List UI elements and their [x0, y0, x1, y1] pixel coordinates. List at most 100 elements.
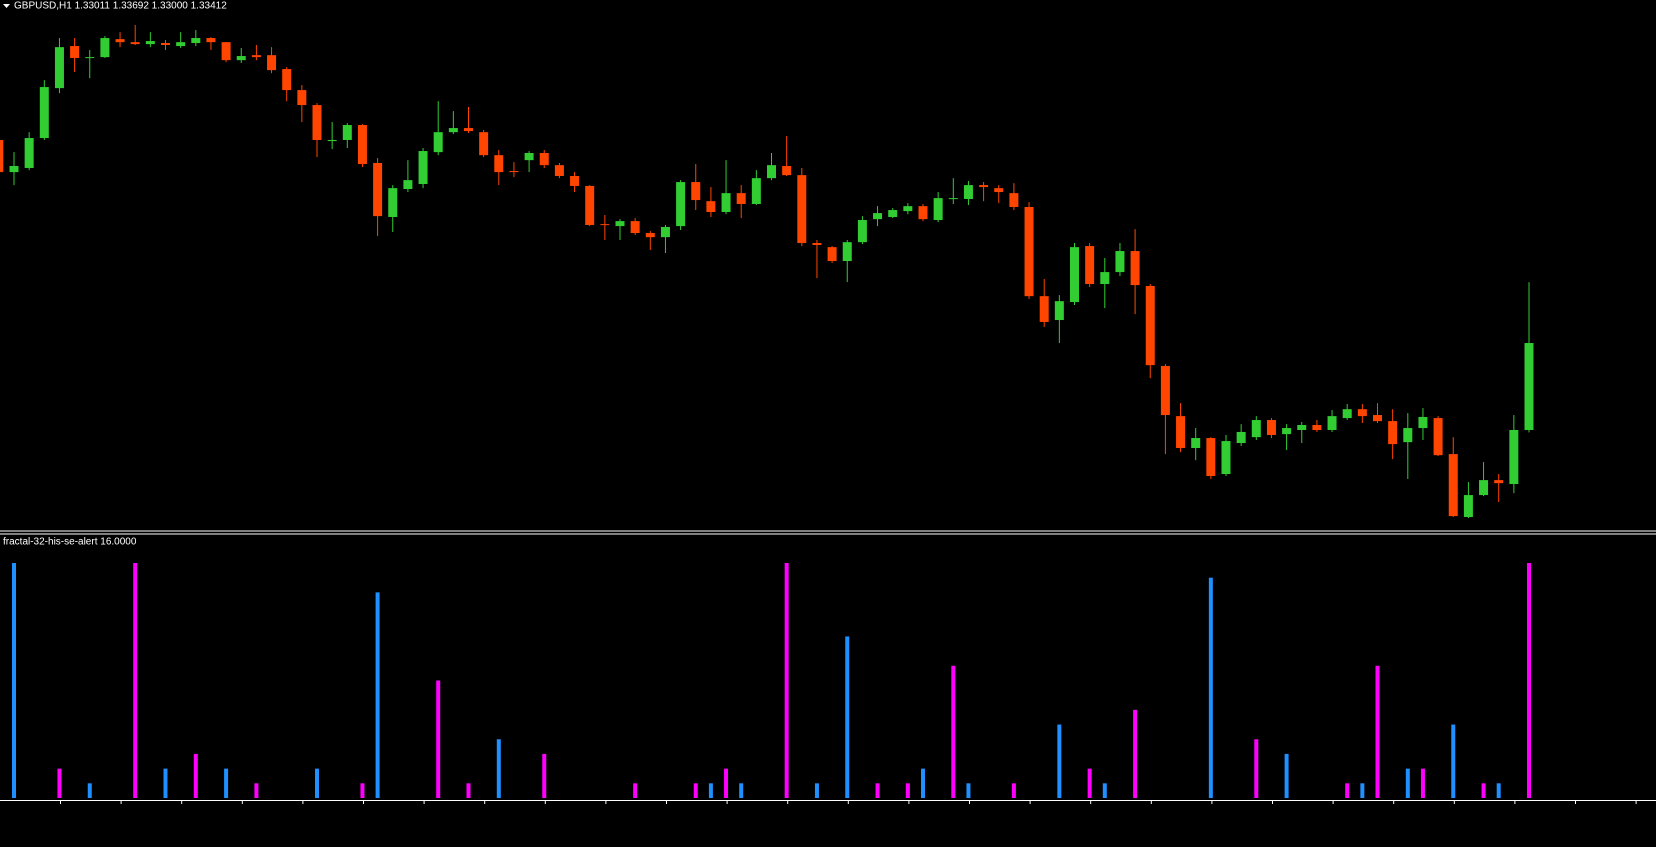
histogram-bar: [1405, 768, 1410, 798]
histogram-bar: [1208, 577, 1213, 798]
candle-body: [206, 38, 216, 43]
histogram-bar: [315, 768, 319, 798]
candle-body: [782, 166, 792, 176]
candle-body: [373, 162, 383, 217]
candle-body: [1039, 296, 1049, 322]
histogram-bar: [1133, 709, 1138, 798]
candle-body: [1463, 495, 1473, 517]
candle-body: [1494, 480, 1504, 484]
candle-body: [1342, 409, 1352, 419]
histogram-bar: [1375, 665, 1380, 798]
candle-body: [70, 46, 80, 58]
candle-body: [1160, 366, 1170, 416]
candle-body: [115, 39, 125, 43]
candle-body: [600, 224, 610, 226]
candle-body: [24, 138, 34, 168]
candle-body: [1024, 207, 1034, 297]
candle-body: [1388, 421, 1398, 445]
candle-body: [645, 233, 655, 238]
candle-body: [1145, 285, 1155, 366]
candle-body: [388, 188, 398, 217]
candle-body: [554, 165, 564, 176]
candle-body: [524, 152, 534, 161]
histogram-bar: [1481, 783, 1486, 798]
candle-body: [979, 185, 989, 188]
indicator-title: fractal-32-his-se-alert 16.0000: [3, 537, 137, 548]
histogram-bar: [1451, 724, 1456, 798]
candle-body: [54, 47, 64, 89]
candle-body: [1085, 246, 1095, 285]
candle-body: [145, 41, 155, 45]
candle-body: [494, 155, 504, 173]
histogram-bar: [1360, 783, 1365, 798]
candle-body: [0, 139, 4, 173]
candle-body: [676, 182, 686, 227]
histogram-bar: [1102, 783, 1107, 798]
candle-body: [357, 125, 367, 165]
candle-body: [1054, 301, 1064, 321]
candle-body: [994, 188, 1004, 193]
histogram-bar: [921, 768, 925, 798]
histogram-bar: [57, 768, 62, 798]
histogram-bar: [436, 680, 441, 798]
candle-body: [1191, 438, 1201, 449]
candle-body: [903, 206, 913, 212]
candle-body: [842, 242, 852, 262]
candle-body: [857, 220, 867, 243]
candle-body: [1130, 251, 1140, 286]
candle-body: [267, 55, 277, 71]
candle-body: [251, 55, 261, 58]
histogram-bar: [1011, 783, 1016, 798]
candle-body: [812, 243, 822, 245]
symbol-menu-arrow[interactable]: [3, 4, 10, 8]
candle-body: [9, 166, 19, 173]
histogram-bar: [633, 783, 638, 798]
candle-body: [1176, 416, 1186, 449]
candle-body: [236, 56, 246, 61]
candle-body: [1433, 418, 1443, 456]
candle-body: [1282, 428, 1292, 435]
candle-body: [1448, 454, 1458, 517]
candle-body: [706, 201, 716, 212]
candle-body: [570, 175, 580, 186]
candle-body: [464, 128, 473, 132]
histogram-bar: [966, 783, 971, 798]
candle-body: [433, 132, 443, 153]
candle-body: [1251, 420, 1261, 438]
candle-body: [509, 171, 519, 173]
histogram-bar: [1057, 724, 1062, 798]
candle-body: [130, 42, 140, 45]
candle-body: [1070, 247, 1079, 303]
histogram-bar: [708, 783, 713, 798]
histogram-bar: [496, 739, 501, 798]
histogram-bar: [875, 783, 880, 798]
candle-body: [888, 210, 898, 217]
candle-body: [1327, 416, 1337, 431]
candle-body: [100, 38, 110, 58]
histogram-bar: [193, 753, 198, 798]
histogram-bar: [1345, 783, 1350, 798]
histogram-bar: [814, 783, 819, 798]
candle-body: [767, 165, 776, 179]
candle-body: [1115, 251, 1125, 273]
candle-body: [1373, 415, 1382, 422]
histogram-bar: [466, 783, 471, 798]
candle-body: [327, 139, 337, 142]
candle-body: [221, 42, 231, 61]
candle-body: [873, 213, 883, 220]
candle-body: [585, 185, 595, 226]
histogram-bar: [1087, 768, 1092, 798]
candle-body: [176, 42, 186, 47]
candle-body: [1479, 480, 1489, 496]
candle-body: [1297, 425, 1307, 431]
candle-body: [479, 132, 489, 156]
histogram-bar: [724, 768, 729, 798]
candle-body: [1009, 193, 1019, 208]
candle-body: [448, 128, 458, 133]
candle-body: [963, 185, 973, 199]
histogram-bar: [1420, 768, 1425, 798]
histogram-bar: [163, 768, 168, 798]
candle-body: [1236, 431, 1246, 444]
